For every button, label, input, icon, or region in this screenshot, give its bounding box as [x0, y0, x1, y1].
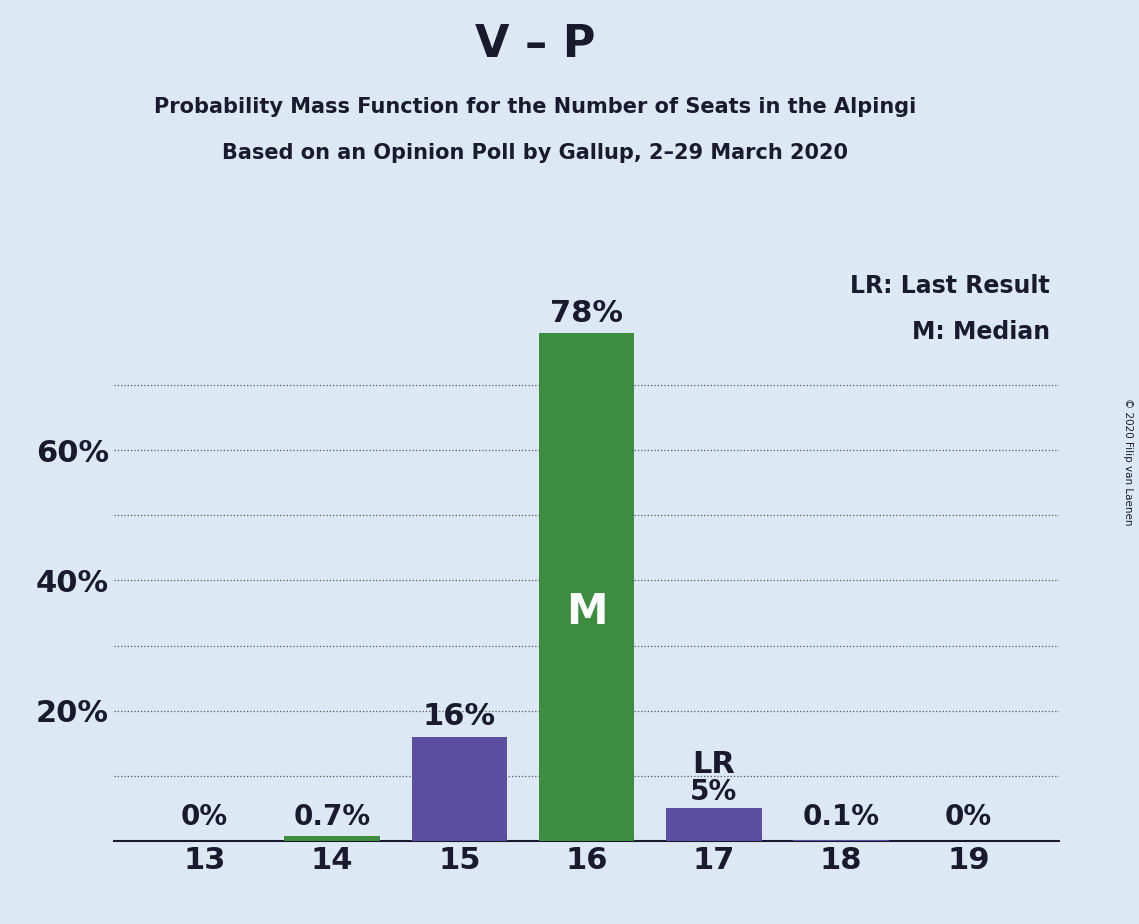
Text: 0%: 0%: [945, 803, 992, 831]
Text: 0.1%: 0.1%: [803, 803, 879, 831]
Text: 0%: 0%: [181, 803, 228, 831]
Text: Based on an Opinion Poll by Gallup, 2–29 March 2020: Based on an Opinion Poll by Gallup, 2–29…: [222, 143, 849, 164]
Text: LR: LR: [693, 750, 736, 779]
Text: V – P: V – P: [475, 23, 596, 67]
Text: 5%: 5%: [690, 778, 738, 807]
Bar: [666, 808, 762, 841]
Text: © 2020 Filip van Laenen: © 2020 Filip van Laenen: [1123, 398, 1133, 526]
Bar: [285, 836, 379, 841]
Text: Probability Mass Function for the Number of Seats in the Alpingi: Probability Mass Function for the Number…: [154, 97, 917, 117]
Text: LR: Last Result: LR: Last Result: [850, 274, 1050, 298]
Text: 78%: 78%: [550, 298, 623, 328]
Bar: [539, 333, 634, 841]
Text: 0.7%: 0.7%: [294, 803, 370, 831]
Text: M: M: [566, 591, 607, 633]
Text: 16%: 16%: [423, 702, 495, 732]
Text: M: Median: M: Median: [911, 320, 1050, 344]
Bar: [411, 736, 507, 841]
